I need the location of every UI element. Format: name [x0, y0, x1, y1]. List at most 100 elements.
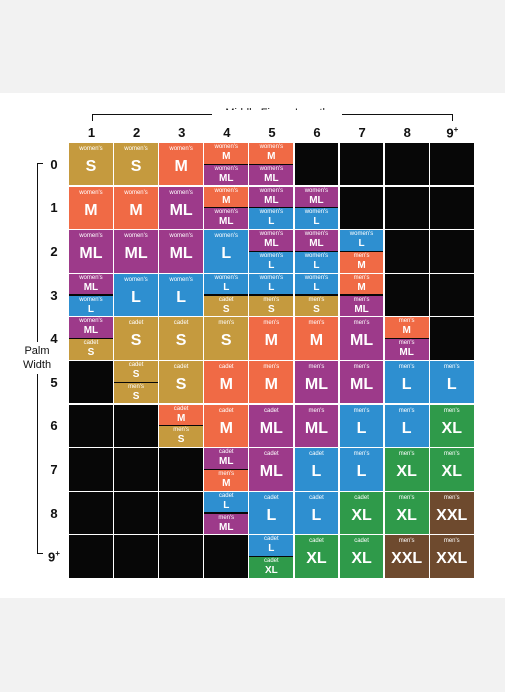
size-recommendation: women's ML: [294, 186, 339, 208]
size-cell-r9-c6: cadet XL: [294, 535, 339, 578]
size-cell-r4-c7: men's ML: [339, 317, 384, 360]
size-value: L: [268, 543, 275, 555]
size-recommendation: men's L: [339, 448, 384, 491]
size-group-label: men's: [398, 451, 415, 458]
size-cell-r3-c2: women's L: [114, 273, 158, 317]
size-value: ML: [264, 238, 279, 250]
size-cell-r4-c2: cadet S: [114, 317, 158, 360]
size-recommendation: women's L: [204, 230, 249, 273]
size-recommendation: women's L: [249, 208, 294, 229]
size-group-label: cadet: [173, 405, 189, 412]
size-cell-r1-c7: [339, 186, 384, 229]
row-label-9: 9+: [48, 549, 60, 565]
size-cell-r1-c1: women's M: [69, 186, 113, 229]
size-group-label: men's: [443, 538, 460, 545]
size-recommendation: women's L: [159, 273, 204, 317]
size-value: L: [313, 281, 320, 293]
size-value: M: [129, 201, 143, 219]
size-recommendation: cadet ML: [204, 448, 249, 469]
size-value: M: [84, 201, 98, 219]
size-group-label: cadet: [173, 364, 189, 370]
size-cell-r2-c3: women's ML: [159, 230, 204, 273]
size-group-label: women's: [169, 233, 193, 240]
size-cell-r0-c7: [339, 143, 384, 186]
size-recommendation: men's XL: [384, 491, 429, 535]
size-recommendation: men's M: [204, 469, 249, 491]
size-group-label: women's: [124, 276, 148, 283]
size-value: L: [401, 419, 412, 437]
size-cell-r4-c9: [429, 317, 474, 360]
size-group-label: cadet: [263, 494, 279, 501]
size-recommendation: women's L: [69, 295, 113, 317]
size-value: S: [87, 347, 95, 359]
size-group-label: women's: [169, 276, 193, 283]
size-value: XXL: [436, 506, 468, 524]
size-group-label: men's: [398, 494, 415, 501]
size-recommendation: cadet S: [159, 361, 204, 404]
size-cell-r9-c3: [159, 535, 204, 578]
size-recommendation: women's ML: [294, 230, 339, 251]
size-cell-r7-c1: [69, 448, 113, 491]
size-group-label: cadet: [218, 449, 234, 456]
size-cell-r8-c1: [69, 491, 113, 535]
row-label-5: 5: [50, 374, 58, 390]
size-value: S: [177, 434, 185, 446]
size-cell-r9-c9: men's XXL: [429, 535, 474, 578]
size-value: S: [220, 332, 232, 350]
size-recommendation: women's ML: [249, 230, 294, 251]
size-recommendation: women's S: [69, 143, 113, 186]
size-cell-r8-c3: [159, 491, 204, 535]
size-recommendation: men's XL: [429, 448, 474, 491]
size-value: L: [446, 376, 457, 393]
size-group-label: cadet: [218, 364, 234, 370]
size-group-label: men's: [308, 296, 325, 303]
size-cell-r9-c8: men's XXL: [384, 535, 429, 578]
size-value: ML: [83, 281, 99, 293]
size-group-label: men's: [443, 451, 460, 458]
size-value: XL: [351, 550, 372, 568]
size-value: L: [268, 216, 275, 228]
size-value: M: [219, 419, 233, 437]
size-value: XL: [264, 565, 278, 577]
size-recommendation: men's ML: [294, 361, 339, 404]
size-value: ML: [354, 303, 369, 315]
size-cell-r6-c7: men's L: [339, 404, 384, 447]
column-label-8: 8: [403, 125, 411, 140]
size-group-label: women's: [304, 274, 329, 281]
size-cell-r3-c8: [384, 273, 429, 317]
size-recommendation: women's L: [294, 273, 339, 295]
size-recommendation: women's L: [249, 251, 294, 273]
size-value: XL: [306, 550, 327, 568]
size-value: M: [174, 158, 188, 175]
size-cell-r9-c4: [204, 535, 249, 578]
size-value: S: [132, 369, 140, 380]
column-label-3: 3: [178, 125, 186, 140]
size-recommendation: women's ML: [159, 230, 204, 273]
size-cell-r7-c4: cadet ML men's M: [204, 448, 249, 491]
size-group-label: women's: [79, 146, 103, 152]
size-group-label: men's: [218, 514, 235, 521]
size-cell-r2-c6: women's ML women's L: [294, 230, 339, 273]
size-value: ML: [259, 419, 283, 437]
size-cell-r4-c3: cadet S: [159, 317, 204, 360]
size-group-label: women's: [169, 189, 193, 196]
size-value: S: [222, 303, 230, 315]
size-recommendation: women's M: [159, 143, 204, 186]
size-recommendation: women's ML: [69, 273, 113, 295]
column-label-5: 5: [268, 125, 276, 140]
size-group-label: women's: [259, 209, 284, 216]
size-value: XL: [351, 506, 372, 524]
size-value: M: [222, 151, 231, 162]
size-recommendation: cadet S: [69, 339, 113, 360]
size-value: ML: [79, 245, 103, 263]
row-label-2: 2: [50, 244, 58, 259]
size-cell-r8-c2: [114, 491, 158, 535]
column-label-2: 2: [133, 125, 141, 140]
size-value: L: [313, 259, 320, 271]
size-recommendation: cadet S: [159, 317, 204, 360]
size-group-label: women's: [79, 318, 103, 325]
